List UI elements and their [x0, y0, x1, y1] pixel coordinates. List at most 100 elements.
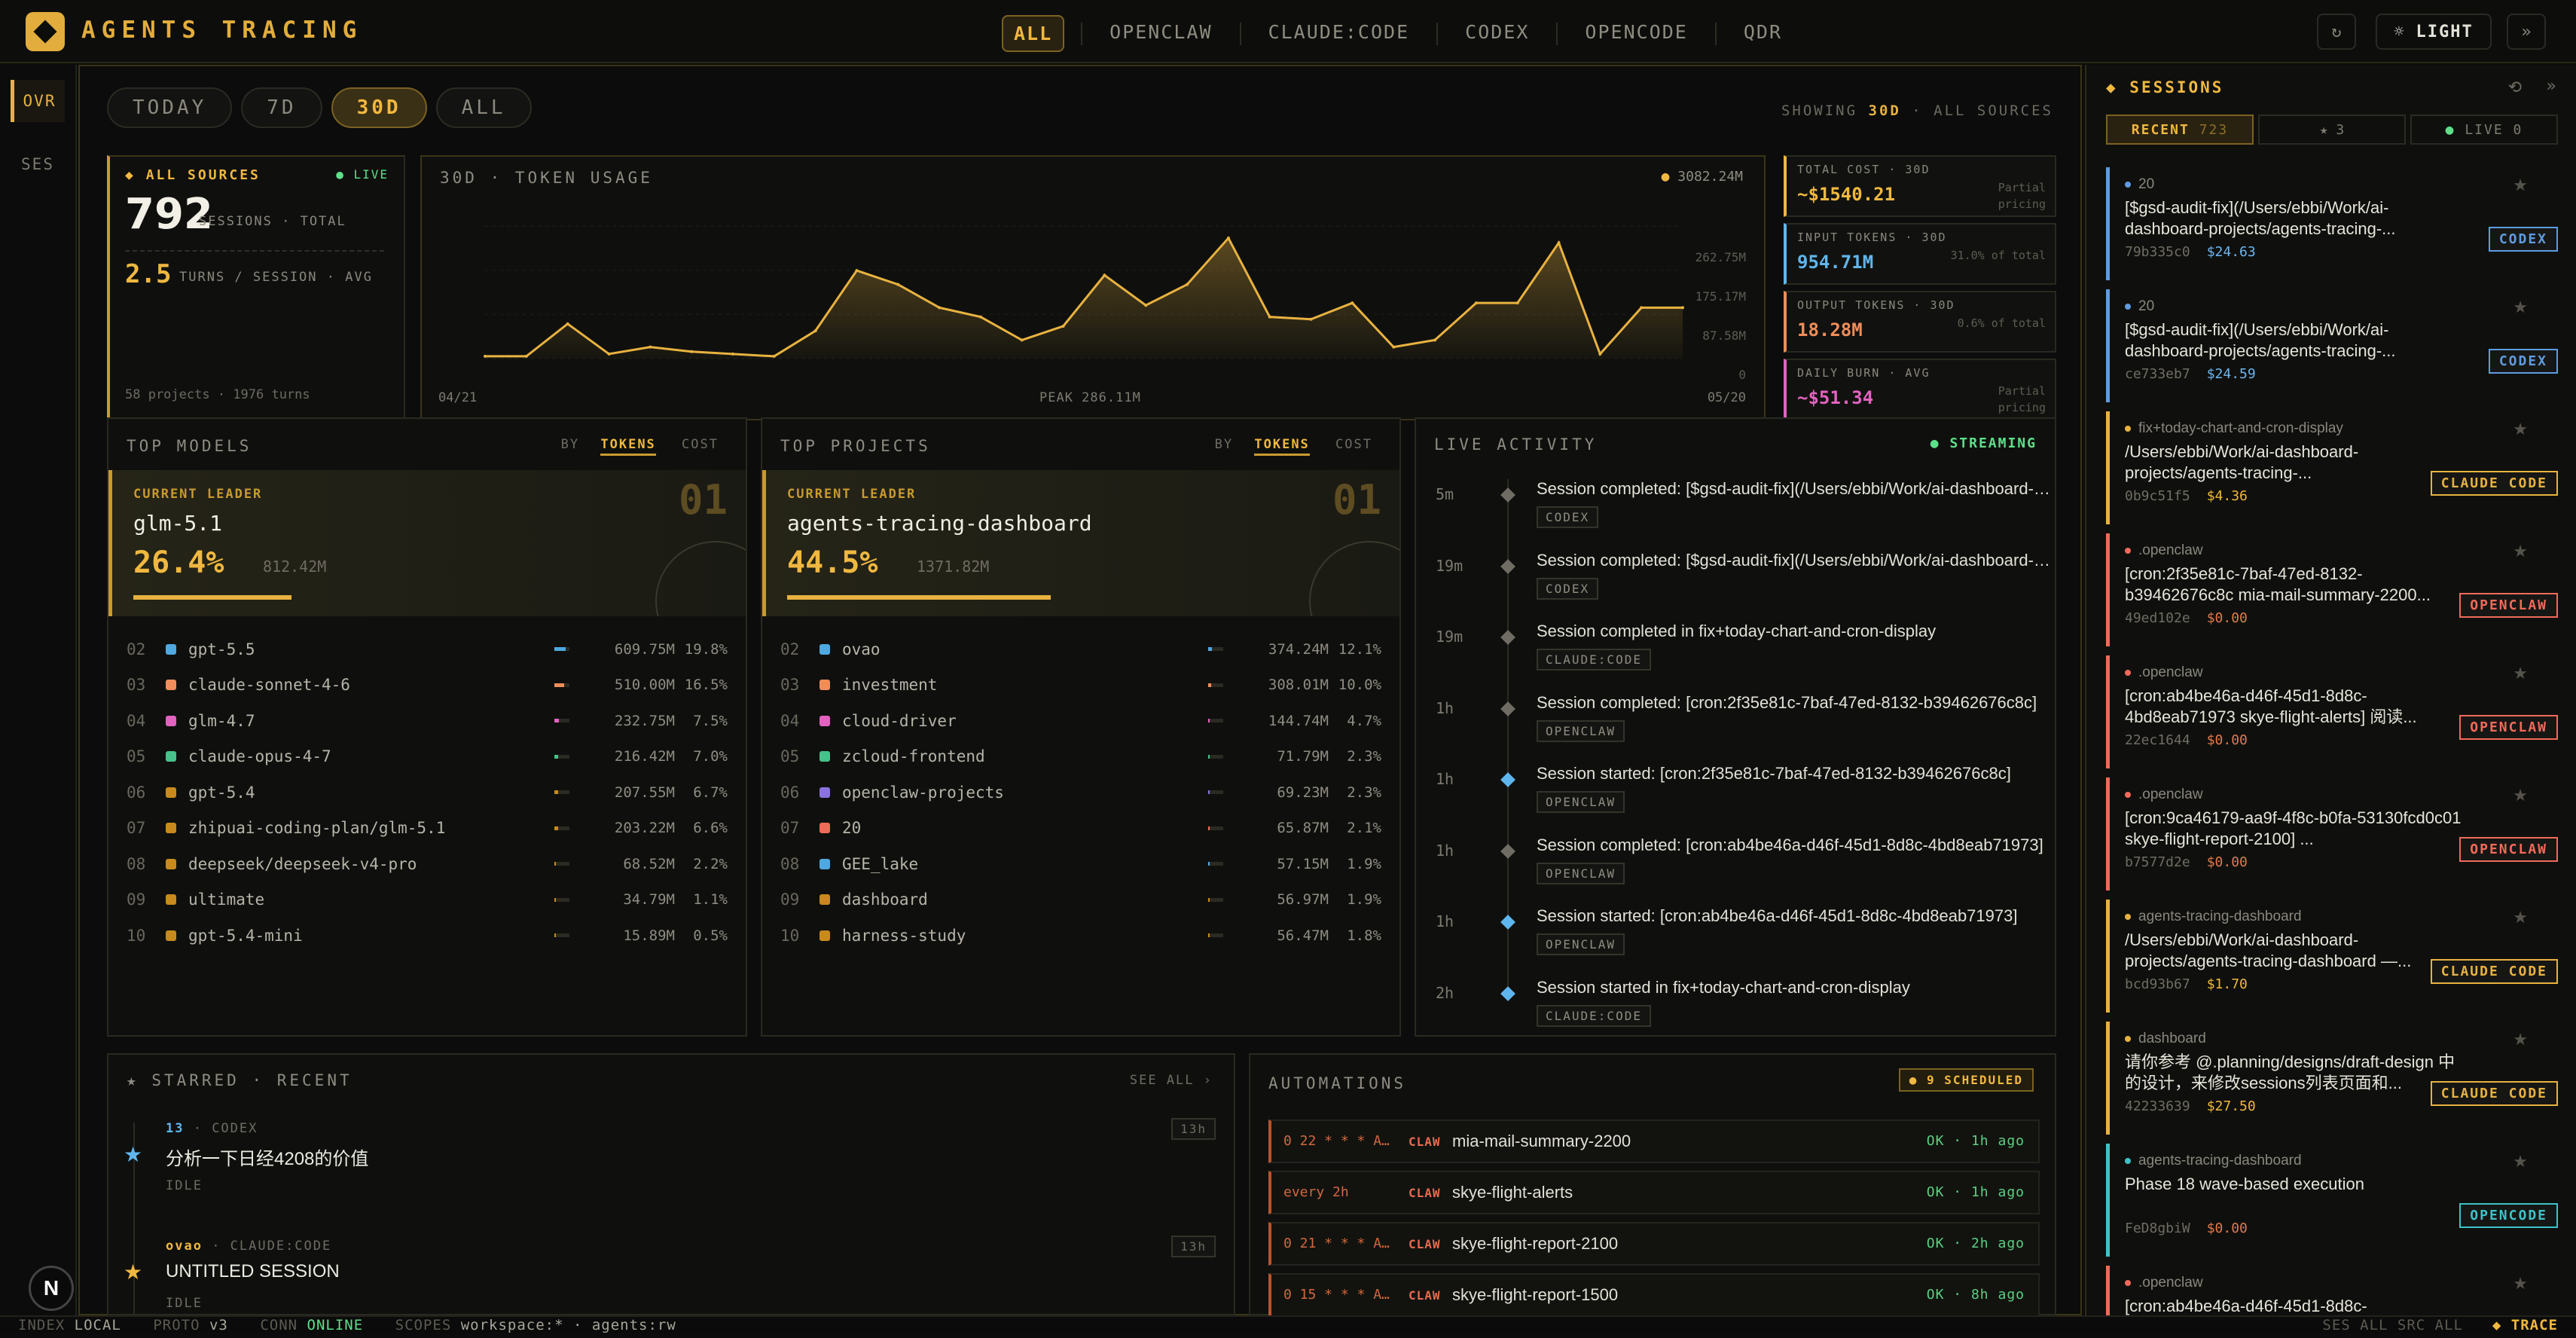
automation-row[interactable]: 0 15 * * * A… CLAW skye-flight-report-1500… — [1268, 1273, 2040, 1317]
collapse-icon[interactable]: » — [2546, 77, 2556, 96]
rank-row[interactable]: 05 zcloud-frontend 71.79M 2.3% — [762, 739, 1399, 774]
token-point[interactable] — [649, 345, 652, 349]
star-toggle-icon[interactable]: ★ — [2513, 176, 2528, 195]
star-toggle-icon[interactable]: ★ — [2513, 298, 2528, 317]
rank-row[interactable]: 03 claude-sonnet-4-6 510.00M 16.5% — [108, 667, 746, 703]
star-toggle-icon[interactable]: ★ — [2513, 1153, 2528, 1172]
rank-row[interactable]: 03 investment 308.01M 10.0% — [762, 667, 1399, 703]
range-tab-all[interactable]: ALL — [435, 87, 532, 128]
metric-tokens-button[interactable]: TOKENS — [1254, 437, 1310, 456]
refresh-button[interactable]: ↻ — [2317, 14, 2356, 50]
activity-item[interactable]: 1h Session completed: [cron:2f35e81c-7baf… — [1416, 689, 2055, 759]
source-tab-opencode[interactable]: OPENCODE — [1585, 21, 1688, 43]
rank-row[interactable]: 04 glm-4.7 232.75M 7.5% — [108, 703, 746, 738]
tab-starred[interactable]: ★ 3 — [2258, 115, 2406, 145]
token-point[interactable] — [1515, 301, 1519, 305]
token-point[interactable] — [896, 283, 900, 286]
token-point[interactable] — [1144, 304, 1148, 307]
star-toggle-icon[interactable]: ★ — [2513, 420, 2528, 439]
rail-overview[interactable]: OVR — [11, 80, 65, 122]
star-toggle-icon[interactable]: ★ — [2513, 1031, 2528, 1049]
token-point[interactable] — [1268, 315, 1271, 319]
rank-row[interactable]: 06 gpt-5.4 207.55M 6.7% — [108, 774, 746, 810]
rank-row[interactable]: 10 gpt-5.4-mini 15.89M 0.5% — [108, 918, 746, 953]
range-tab-7d[interactable]: 7D — [241, 87, 322, 128]
rank-row[interactable]: 02 gpt-5.5 609.75M 19.8% — [108, 631, 746, 667]
star-toggle-icon[interactable]: ★ — [2513, 542, 2528, 561]
token-point[interactable] — [1557, 241, 1561, 245]
rank-row[interactable]: 06 openclaw-projects 69.23M 2.3% — [762, 774, 1399, 810]
automation-row[interactable]: 0 21 * * * A… CLAW skye-flight-report-2100… — [1268, 1222, 2040, 1266]
token-point[interactable] — [813, 329, 817, 333]
source-tab-openclaw[interactable]: OPENCLAW — [1109, 21, 1213, 43]
tab-live[interactable]: ● LIVE 0 — [2410, 115, 2558, 145]
token-point[interactable] — [772, 354, 776, 358]
rank-row[interactable]: 04 cloud-driver 144.74M 4.7% — [762, 703, 1399, 738]
token-point[interactable] — [524, 354, 528, 358]
source-tab-claude-code[interactable]: CLAUDE:CODE — [1268, 21, 1410, 43]
token-point[interactable] — [484, 354, 487, 358]
token-point[interactable] — [1392, 345, 1396, 349]
rank-row[interactable]: 05 claude-opus-4-7 216.42M 7.0% — [108, 739, 746, 774]
rank-row[interactable]: 02 ovao 374.24M 12.1% — [762, 631, 1399, 667]
token-point[interactable] — [1020, 338, 1024, 342]
rail-sessions[interactable]: SES — [21, 155, 54, 173]
activity-item[interactable]: 5m Session completed: [$gsd-audit-fix](/U… — [1416, 475, 2056, 545]
session-item[interactable]: .openclaw [cron:ab4be46a-d46f-45d1-8d8c-4… — [2106, 1266, 2558, 1315]
source-tab-codex[interactable]: CODEX — [1465, 21, 1530, 43]
starred-item[interactable]: ★ 13 · CODEX 分析一下日经4208的价值 IDLE 13h — [108, 1107, 1234, 1220]
token-point[interactable] — [1351, 301, 1354, 305]
activity-item[interactable]: 1h Session started: [cron:2f35e81c-7baf-4… — [1416, 759, 2055, 830]
metric-tokens-button[interactable]: TOKENS — [600, 437, 656, 456]
token-point[interactable] — [855, 269, 859, 273]
token-point[interactable] — [690, 350, 694, 353]
token-point[interactable] — [1474, 301, 1478, 305]
star-toggle-icon[interactable]: ★ — [2513, 1275, 2528, 1294]
rank-row[interactable]: 08 deepseek/deepseek-v4-pro 68.52M 2.2% — [108, 846, 746, 881]
star-toggle-icon[interactable]: ★ — [2513, 909, 2528, 927]
source-tab-qdr[interactable]: QDR — [1743, 21, 1782, 43]
next-dev-indicator-icon[interactable]: N — [29, 1266, 74, 1311]
tab-recent[interactable]: RECENT 723 — [2106, 115, 2254, 145]
rank-row[interactable]: 07 20 65.87M 2.1% — [762, 811, 1399, 846]
activity-item[interactable]: 1h Session completed: [cron:ab4be46a-d46f… — [1416, 831, 2055, 902]
session-item[interactable]: agents-tracing-dashboard Phase 18 wave-ba… — [2106, 1144, 2558, 1257]
source-tab-all[interactable]: ALL — [1002, 15, 1065, 52]
activity-item[interactable]: 2h Session started in fix+today-chart-and… — [1416, 973, 2055, 1044]
token-point[interactable] — [1598, 352, 1602, 356]
session-item[interactable]: dashboard 请你参考 @.planning/designs/draft-d… — [2106, 1022, 2558, 1135]
metric-cost-button[interactable]: COST — [682, 437, 719, 452]
metric-cost-button[interactable]: COST — [1335, 437, 1372, 452]
rank-row[interactable]: 10 harness-study 56.47M 1.8% — [762, 918, 1399, 953]
token-point[interactable] — [1309, 317, 1313, 321]
see-all-link[interactable]: SEE ALL › — [1129, 1073, 1213, 1088]
automation-row[interactable]: every 2h CLAW skye-flight-alerts OK · 1h ag… — [1268, 1171, 2040, 1214]
activity-item[interactable]: 19m Session completed: [$gsd-audit-fix](/… — [1416, 546, 2056, 617]
session-item[interactable]: fix+today-chart-and-cron-display/Users/e… — [2106, 411, 2558, 524]
star-toggle-icon[interactable]: ★ — [2513, 787, 2528, 805]
range-tab-today[interactable]: TODAY — [107, 87, 233, 128]
activity-item[interactable]: 1h Session started: [cron:ab4be46a-d46f-4… — [1416, 902, 2055, 973]
session-item[interactable]: 20 [$gsd-audit-fix](/Users/ebbi/Work/ai-d… — [2106, 167, 2558, 280]
token-point[interactable] — [607, 352, 611, 356]
token-point[interactable] — [1186, 283, 1189, 286]
session-item[interactable]: .openclaw [cron:ab4be46a-d46f-45d1-8d8c-4… — [2106, 655, 2558, 768]
token-point[interactable] — [938, 306, 942, 310]
token-point[interactable] — [1061, 324, 1065, 328]
token-point[interactable] — [1433, 338, 1437, 342]
refresh-icon[interactable]: ⟲ — [2507, 78, 2522, 97]
starred-item[interactable]: ★ ovao · CLAUDE:CODE UNTITLED SESSION IDLE 1… — [108, 1225, 1234, 1338]
rank-row[interactable]: 09 dashboard 56.97M 1.9% — [762, 882, 1399, 918]
rank-row[interactable]: 07 zhipuai-coding-plan/glm-5.1 203.22M 6.6% — [108, 811, 746, 846]
collapse-button[interactable]: » — [2507, 14, 2546, 50]
session-item[interactable]: agents-tracing-dashboard/Users/ebbi/Work… — [2106, 900, 2558, 1013]
token-point[interactable] — [1681, 306, 1684, 310]
range-tab-30d[interactable]: 30D — [331, 87, 427, 128]
session-item[interactable]: .openclaw [cron:2f35e81c-7baf-47ed-8132-b… — [2106, 533, 2558, 646]
activity-item[interactable]: 19m Session completed in fix+today-chart-… — [1416, 617, 2055, 688]
token-point[interactable] — [566, 322, 569, 325]
token-point[interactable] — [1226, 237, 1230, 240]
star-toggle-icon[interactable]: ★ — [2513, 664, 2528, 683]
token-point[interactable] — [1103, 273, 1106, 277]
session-item[interactable]: 20 [$gsd-audit-fix](/Users/ebbi/Work/ai-d… — [2106, 289, 2558, 402]
